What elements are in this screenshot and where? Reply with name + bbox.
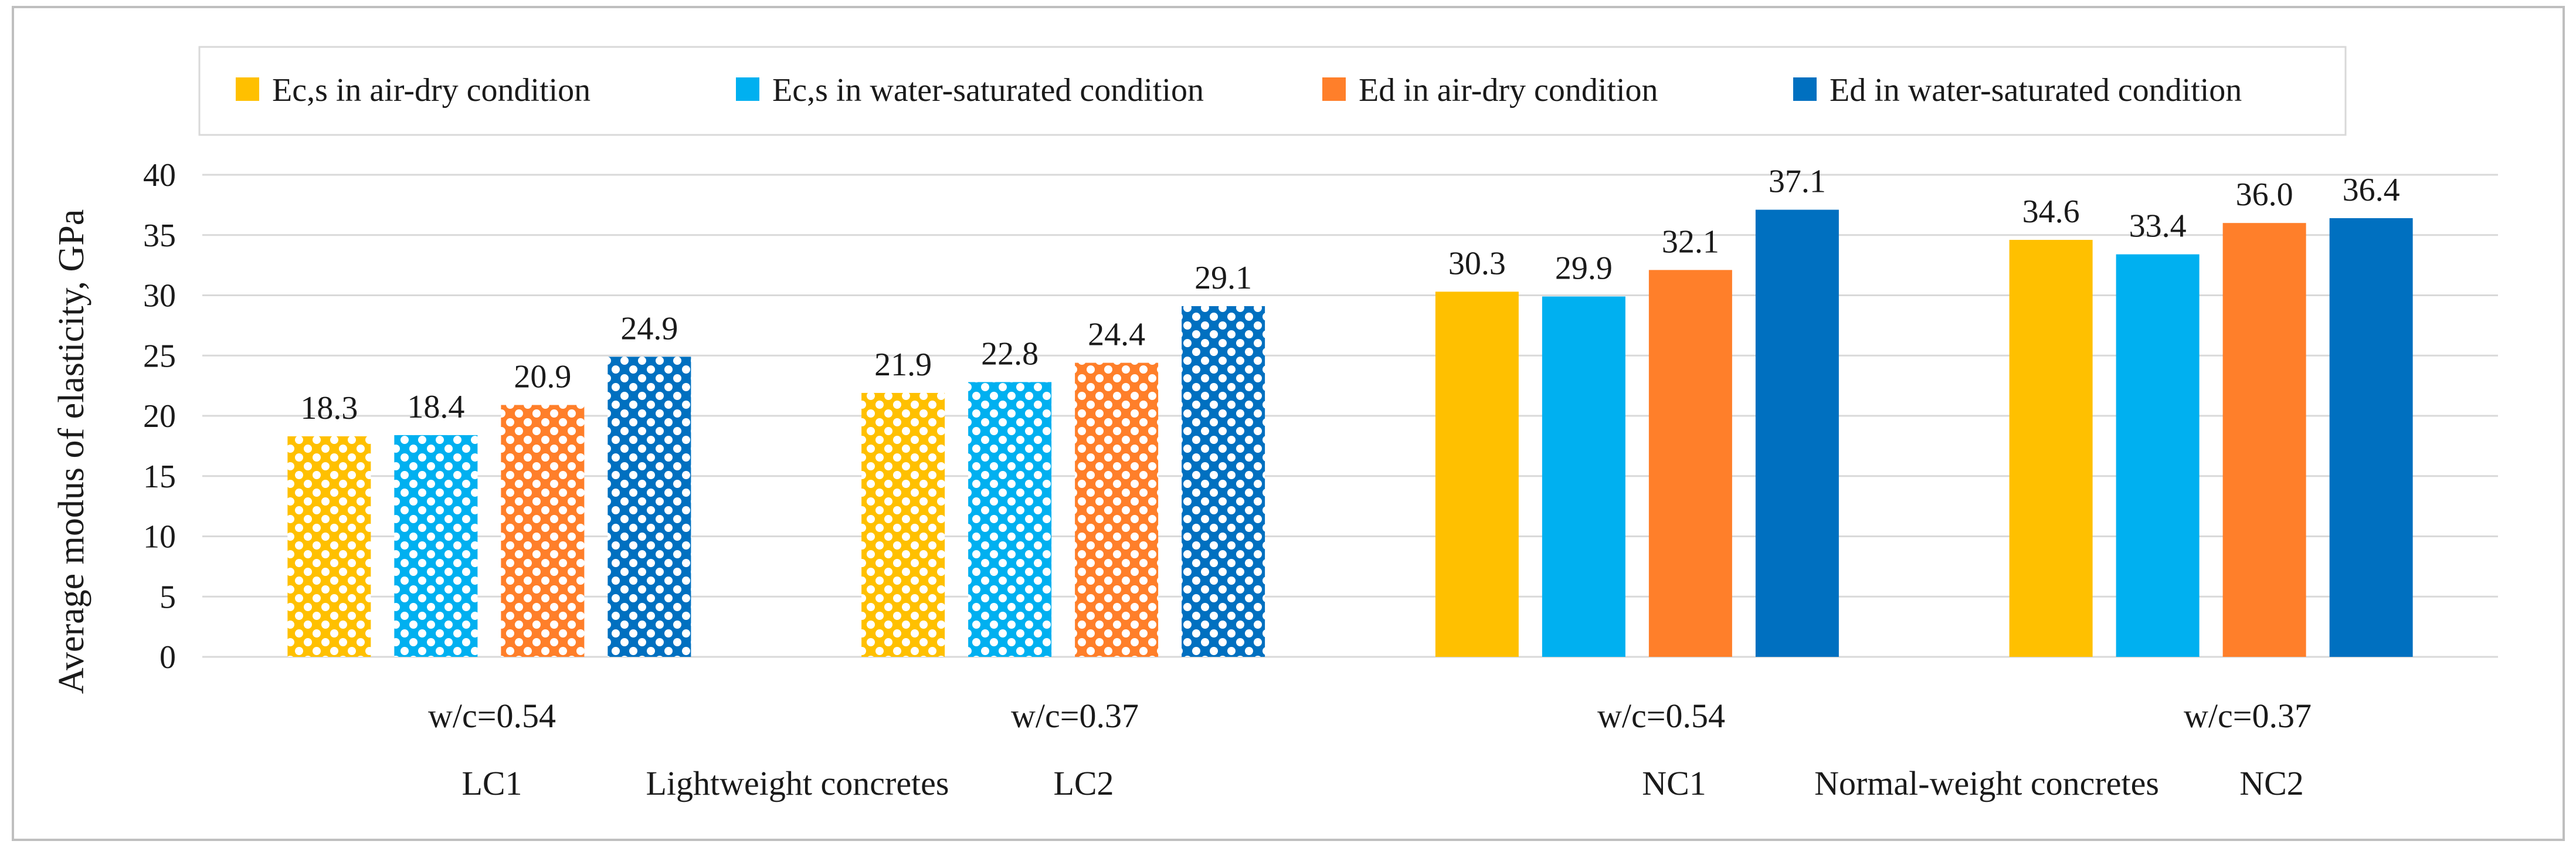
data-label-2-series-1: 21.9 [874, 347, 932, 383]
bar-1-series-2 [394, 435, 478, 657]
bar-1-series-3 [501, 405, 585, 657]
legend-label-ed-water-saturated: Ed in water-saturated condition [1830, 72, 2242, 109]
bar-2-series-3 [1075, 362, 1159, 657]
bar-3-series-4 [1755, 209, 1839, 657]
y-tick-label-40: 40 [143, 157, 176, 194]
bar-2-series-1 [861, 392, 945, 657]
y-tick-label-15: 15 [143, 459, 176, 495]
legend-swatch-ed-water-saturated [1793, 77, 1817, 101]
legend-label-ecs-water-saturated: Ec,s in water-saturated condition [772, 72, 1204, 109]
data-label-4-series-4: 36.4 [2343, 172, 2400, 208]
bar-2-series-2 [968, 382, 1052, 657]
bar-3-series-1 [1435, 291, 1519, 657]
data-label-3-series-3: 32.1 [1662, 223, 1719, 260]
bar-3-series-3 [1648, 270, 1732, 657]
data-label-4-series-3: 36.0 [2236, 177, 2293, 213]
bar-1-series-4 [607, 357, 691, 657]
legend-label-ed-air-dry: Ed in air-dry condition [1359, 72, 1658, 109]
y-tick-label-0: 0 [159, 639, 176, 676]
data-label-1-series-2: 18.4 [407, 389, 464, 425]
data-label-4-series-2: 33.4 [2129, 208, 2187, 245]
data-label-2-series-4: 29.1 [1194, 260, 1252, 296]
y-tick-label-10: 10 [143, 519, 176, 555]
y-tick-label-30: 30 [143, 278, 176, 314]
bar-4-series-1 [2009, 239, 2093, 657]
group-label-nc2: NC2 [2239, 764, 2304, 802]
category-label-1: w/c=0.54 [428, 697, 556, 735]
family-label-lightweight: Lightweight concretes [646, 764, 949, 802]
legend-swatch-ed-air-dry [1322, 77, 1346, 101]
data-label-2-series-2: 22.8 [981, 335, 1038, 372]
legend: Ec,s in air-dry condition Ec,s in water-… [198, 46, 2347, 136]
group-label-lc2: LC2 [1053, 764, 1114, 802]
bar-1-series-1 [287, 436, 371, 657]
legend-label-ecs-air-dry: Ec,s in air-dry condition [272, 72, 590, 109]
data-label-4-series-1: 34.6 [2022, 194, 2080, 230]
gridlines [202, 174, 2498, 658]
y-tick-label-5: 5 [159, 579, 176, 615]
category-label-4: w/c=0.37 [2184, 697, 2312, 735]
category-labels: w/c=0.54 w/c=0.37 w/c=0.54 w/c=0.37 [428, 697, 2312, 735]
bar-4-series-4 [2329, 218, 2413, 657]
data-labels: 18.3 18.4 20.9 24.9 21.9 22.8 24.4 29.1 30.3 29.9… [300, 164, 2399, 426]
data-label-2-series-3: 24.4 [1088, 317, 1145, 353]
category-label-2: w/c=0.37 [1011, 697, 1139, 735]
group-labels: LC1 Lightweight concretes LC2 NC1 Normal… [461, 764, 2303, 802]
group-label-nc1: NC1 [1642, 764, 1706, 802]
bar-2-series-4 [1182, 306, 1265, 657]
data-label-1-series-4: 24.9 [620, 310, 678, 347]
data-label-3-series-4: 37.1 [1769, 164, 1826, 200]
bar-4-series-2 [2116, 254, 2200, 657]
y-tick-label-25: 25 [143, 338, 176, 374]
category-label-3: w/c=0.54 [1597, 697, 1725, 735]
y-tick-label-35: 35 [143, 218, 176, 254]
bar-3-series-2 [1542, 296, 1625, 657]
legend-box [198, 46, 2347, 136]
data-label-3-series-2: 29.9 [1555, 250, 1613, 287]
bar-4-series-3 [2222, 223, 2306, 657]
data-label-1-series-3: 20.9 [514, 359, 571, 395]
family-label-normalweight: Normal-weight concretes [1814, 764, 2159, 802]
y-axis-label: Average modus of elasticity, GPa [52, 209, 91, 694]
data-label-1-series-1: 18.3 [300, 390, 358, 426]
bars [287, 209, 2413, 657]
legend-swatch-ecs-water-saturated [736, 77, 759, 101]
group-label-lc1: LC1 [461, 764, 522, 802]
y-tick-label-20: 20 [143, 398, 176, 435]
y-axis-ticks: 0 5 10 15 20 25 30 35 40 [143, 157, 176, 676]
data-label-3-series-1: 30.3 [1448, 245, 1506, 282]
legend-swatch-ecs-air-dry [236, 77, 259, 101]
